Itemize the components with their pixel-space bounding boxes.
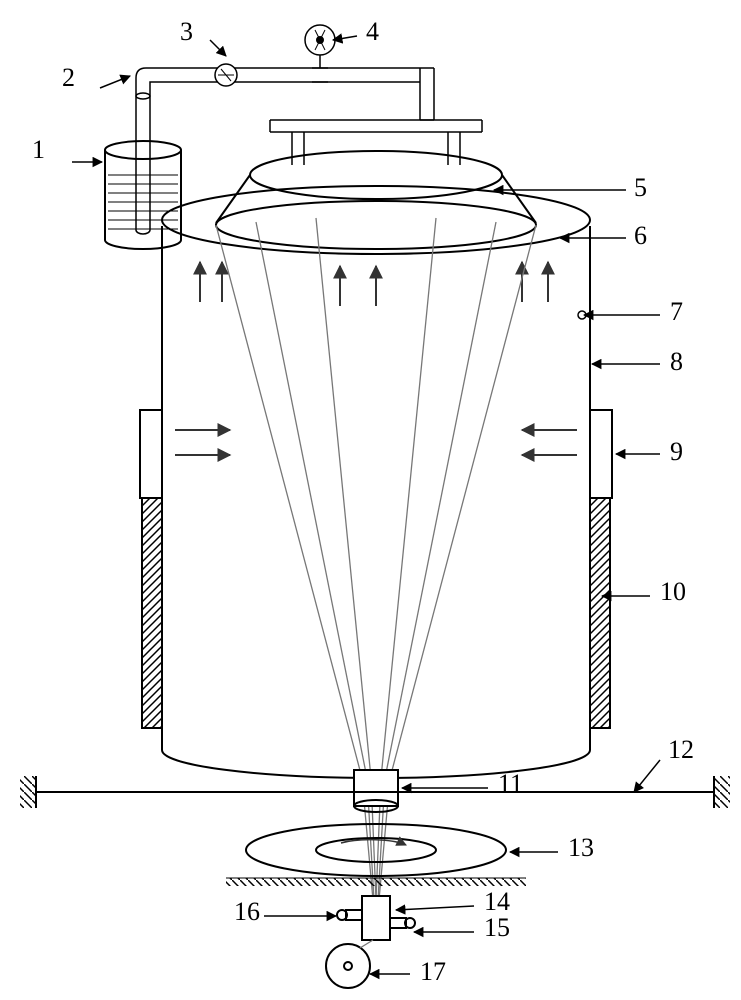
callout-17: 17: [420, 957, 446, 986]
callout-arrow-12: [634, 760, 660, 792]
callout-arrow-3: [210, 40, 226, 56]
callout-8: 8: [670, 347, 683, 376]
callout-arrow-14: [396, 906, 474, 910]
callout-15: 15: [484, 913, 510, 942]
callout-arrow-4: [333, 36, 357, 40]
callout-6: 6: [634, 221, 647, 250]
callout-10: 10: [660, 577, 686, 606]
callout-9: 9: [670, 437, 683, 466]
callout-12: 12: [668, 735, 694, 764]
callout-5: 5: [634, 173, 647, 202]
callout-16: 16: [234, 897, 260, 926]
callout-1: 1: [32, 135, 45, 164]
callout-11: 11: [498, 769, 523, 798]
callout-2: 2: [62, 63, 75, 92]
callout-4: 4: [366, 17, 379, 46]
callout-7: 7: [670, 297, 683, 326]
callout-14: 14: [484, 887, 510, 916]
callout-3: 3: [180, 17, 193, 46]
callout-arrow-2: [100, 76, 130, 88]
callout-13: 13: [568, 833, 594, 862]
